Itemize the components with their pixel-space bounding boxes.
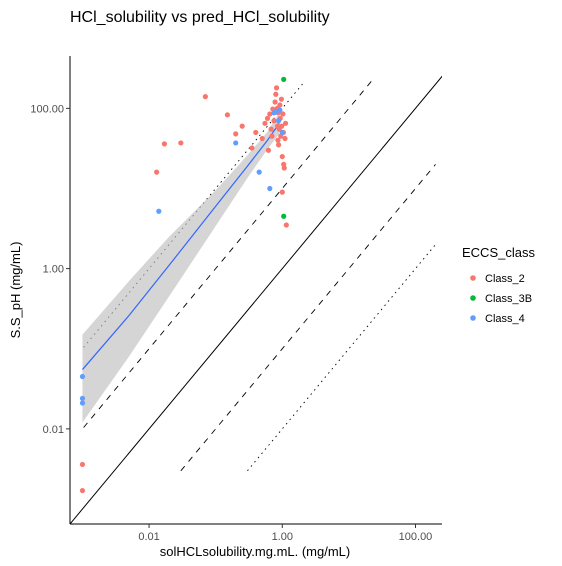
point-class-4-2 [79,400,86,406]
point-class-4-9 [275,118,282,124]
point-class-2-35 [280,111,286,117]
y-tick-label: 1.00 [43,264,64,276]
point-class-4-3 [156,208,162,214]
y-axis-label: S.S_pH (mg/mL) [8,242,23,339]
plot-area: 0.01 1.00 100.00 0.01 1.00 100.00 [30,56,442,543]
legend-label-class-3b: Class_3B [485,293,532,305]
legend-title: ECCS_class [462,245,535,260]
x-tick-label: 0.01 [138,531,159,543]
legend-key-class-3b [470,295,476,301]
point-class-2-22 [273,85,280,91]
point-class-4-11 [279,129,285,136]
point-class-2-10 [253,129,259,136]
point-class-2-27 [275,142,282,148]
reference-line-dotted-4 [247,244,436,472]
point-class-4-8 [273,109,279,115]
reference-line-solid-0 [70,75,442,524]
legend-key-class-2 [470,275,476,281]
point-class-2-16 [268,126,274,132]
x-tick-label: 100.00 [399,531,433,543]
legend-label-class-4: Class_4 [485,313,525,325]
point-class-4-5 [256,169,262,175]
point-class-4-4 [233,140,239,146]
legend-label-class-2: Class_2 [485,273,525,285]
x-tick-label: 1.00 [272,531,293,543]
point-class-2-20 [272,99,278,105]
point-class-2-29 [277,102,283,108]
point-class-2-11 [259,135,265,142]
point-class-2-33 [279,123,285,129]
point-class-2-4 [178,140,184,146]
point-class-2-15 [267,111,273,117]
fit-line [82,122,280,370]
point-class-2-7 [233,131,239,137]
point-class-2-5 [202,94,208,100]
point-class-4-1 [79,395,86,402]
chart-title: HCl_solubility vs pred_HCl_solubility [70,9,330,26]
point-class-3b-1 [281,213,287,219]
point-class-2-13 [264,115,271,121]
point-class-3b-0 [281,76,287,82]
point-class-2-25 [275,137,281,143]
point-class-2-8 [239,123,245,129]
point-class-2-9 [249,145,255,151]
point-class-2-41 [283,222,289,228]
x-axis-label: solHCLsolubility.mg.mL. (mg/mL) [160,544,350,559]
point-class-4-6 [267,185,273,192]
point-class-2-34 [279,153,285,160]
y-tick-label: 0.01 [43,424,64,436]
point-class-2-17 [269,133,275,139]
fit-confidence-band [82,112,280,423]
point-class-2-14 [265,147,272,153]
point-class-2-3 [161,141,168,147]
point-class-2-38 [281,165,287,171]
point-class-2-12 [262,120,268,126]
point-class-2-42 [279,189,285,195]
point-class-2-21 [273,91,279,97]
plot-inner [70,75,442,524]
point-class-2-40 [282,120,289,126]
reference-line-dashed-1 [83,80,373,428]
legend: ECCS_class Class_2 Class_3B Class_4 [462,245,535,325]
point-class-2-1 [79,487,86,494]
point-class-4-10 [277,107,283,113]
point-class-2-2 [154,169,160,175]
point-class-4-0 [79,373,86,380]
y-tick-label: 100.00 [30,103,64,115]
point-class-2-19 [271,118,277,124]
point-class-2-6 [224,112,231,118]
point-class-2-32 [278,96,285,102]
point-class-2-39 [282,135,288,142]
point-class-2-0 [79,461,86,468]
legend-key-class-4 [470,315,476,321]
